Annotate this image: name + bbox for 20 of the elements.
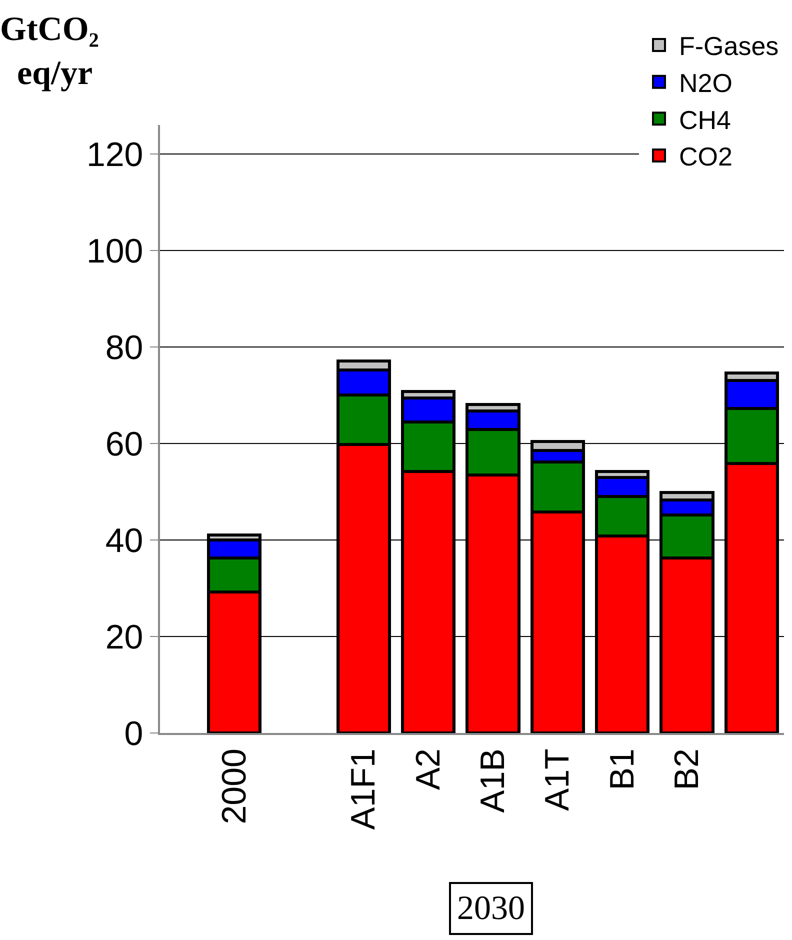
- x-tick-label: A1T: [538, 748, 577, 811]
- y-tick-label: 120: [86, 136, 144, 174]
- x-tick-label: A2: [409, 748, 448, 790]
- legend-label: CH4: [679, 104, 732, 135]
- text: 2030: [457, 890, 525, 927]
- x-tick-label: 2000: [215, 748, 254, 824]
- x-tick-label: B2: [668, 748, 706, 790]
- y-tick-label: 40: [105, 522, 144, 560]
- y-tick-label: 0: [124, 714, 144, 753]
- legend-label: F-Gases: [679, 31, 779, 62]
- x-tick-label: A1F1: [344, 748, 383, 830]
- legend-label: CO2: [679, 142, 732, 172]
- legend-label: N2O: [679, 68, 732, 98]
- y-tick-label: 20: [105, 618, 144, 656]
- x-tick-label: A1B: [474, 748, 512, 813]
- y-tick-label: 80: [105, 328, 144, 367]
- y-tick-label: 100: [86, 232, 144, 270]
- y-axis-title: GtCO₂ eq/yr: [0, 11, 99, 92]
- y-tick-label: 60: [105, 425, 144, 464]
- x-tick-label: B1: [603, 748, 642, 790]
